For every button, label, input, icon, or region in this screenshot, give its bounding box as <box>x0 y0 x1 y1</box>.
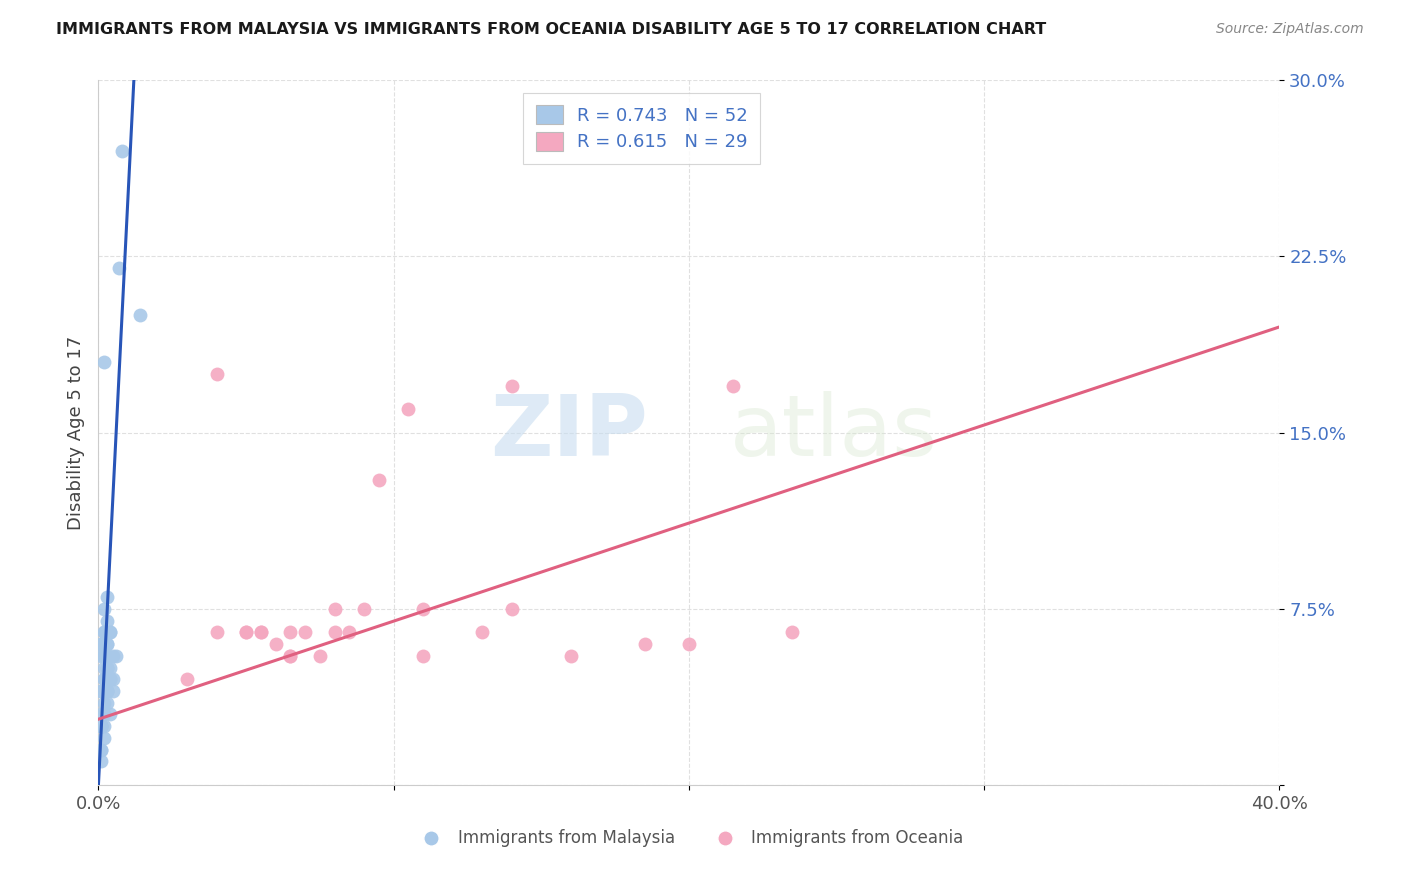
Point <box>96 660 118 674</box>
Point <box>501 601 523 615</box>
Point <box>678 637 700 651</box>
Point <box>128 308 150 322</box>
Point <box>90 684 112 698</box>
Point <box>205 367 228 381</box>
Point <box>93 355 115 369</box>
Point <box>309 648 332 663</box>
Point <box>235 625 257 640</box>
Point <box>90 648 112 663</box>
Point <box>90 637 112 651</box>
Point <box>353 601 375 615</box>
Point <box>96 684 118 698</box>
Text: IMMIGRANTS FROM MALAYSIA VS IMMIGRANTS FROM OCEANIA DISABILITY AGE 5 TO 17 CORRE: IMMIGRANTS FROM MALAYSIA VS IMMIGRANTS F… <box>56 22 1046 37</box>
Point <box>103 648 125 663</box>
Point <box>98 707 121 722</box>
Point <box>96 684 118 698</box>
Point <box>98 673 121 687</box>
Point <box>323 625 346 640</box>
Point <box>96 696 118 710</box>
Point <box>560 648 582 663</box>
Point <box>98 660 121 674</box>
Legend: Immigrants from Malaysia, Immigrants from Oceania: Immigrants from Malaysia, Immigrants fro… <box>408 822 970 855</box>
Y-axis label: Disability Age 5 to 17: Disability Age 5 to 17 <box>66 335 84 530</box>
Point <box>98 673 121 687</box>
Point <box>96 660 118 674</box>
Point <box>90 742 112 756</box>
Point <box>96 637 118 651</box>
Point <box>93 648 115 663</box>
Text: ZIP: ZIP <box>489 391 648 475</box>
Point <box>205 625 228 640</box>
Point <box>250 625 273 640</box>
Point <box>264 637 287 651</box>
Point <box>412 601 434 615</box>
Point <box>96 648 118 663</box>
Point <box>105 648 128 663</box>
Point <box>412 648 434 663</box>
Point <box>111 144 134 158</box>
Point <box>93 660 115 674</box>
Point <box>90 719 112 733</box>
Point <box>90 707 112 722</box>
Point <box>339 625 361 640</box>
Point <box>93 625 115 640</box>
Point <box>103 684 125 698</box>
Point <box>782 625 804 640</box>
Point <box>96 590 118 604</box>
Point <box>90 719 112 733</box>
Point <box>368 473 391 487</box>
Point <box>90 742 112 756</box>
Point <box>294 625 316 640</box>
Point <box>471 625 494 640</box>
Point <box>93 684 115 698</box>
Point <box>250 625 273 640</box>
Point <box>280 625 302 640</box>
Point <box>280 648 302 663</box>
Point <box>93 731 115 745</box>
Point <box>176 673 198 687</box>
Point <box>96 660 118 674</box>
Point <box>93 719 115 733</box>
Point <box>96 684 118 698</box>
Point <box>96 614 118 628</box>
Point <box>93 673 115 687</box>
Point <box>98 625 121 640</box>
Point <box>93 625 115 640</box>
Point <box>90 719 112 733</box>
Point <box>634 637 657 651</box>
Point <box>235 625 257 640</box>
Point <box>93 707 115 722</box>
Text: Source: ZipAtlas.com: Source: ZipAtlas.com <box>1216 22 1364 37</box>
Point <box>90 719 112 733</box>
Point <box>96 637 118 651</box>
Point <box>93 648 115 663</box>
Point <box>398 402 420 417</box>
Point <box>103 673 125 687</box>
Point <box>90 637 112 651</box>
Point <box>108 261 131 276</box>
Text: atlas: atlas <box>730 391 938 475</box>
Point <box>280 648 302 663</box>
Point <box>98 625 121 640</box>
Point <box>323 601 346 615</box>
Point <box>723 378 745 392</box>
Point <box>93 696 115 710</box>
Point <box>93 673 115 687</box>
Point <box>90 755 112 769</box>
Point <box>93 601 115 615</box>
Point <box>90 684 112 698</box>
Point <box>501 378 523 392</box>
